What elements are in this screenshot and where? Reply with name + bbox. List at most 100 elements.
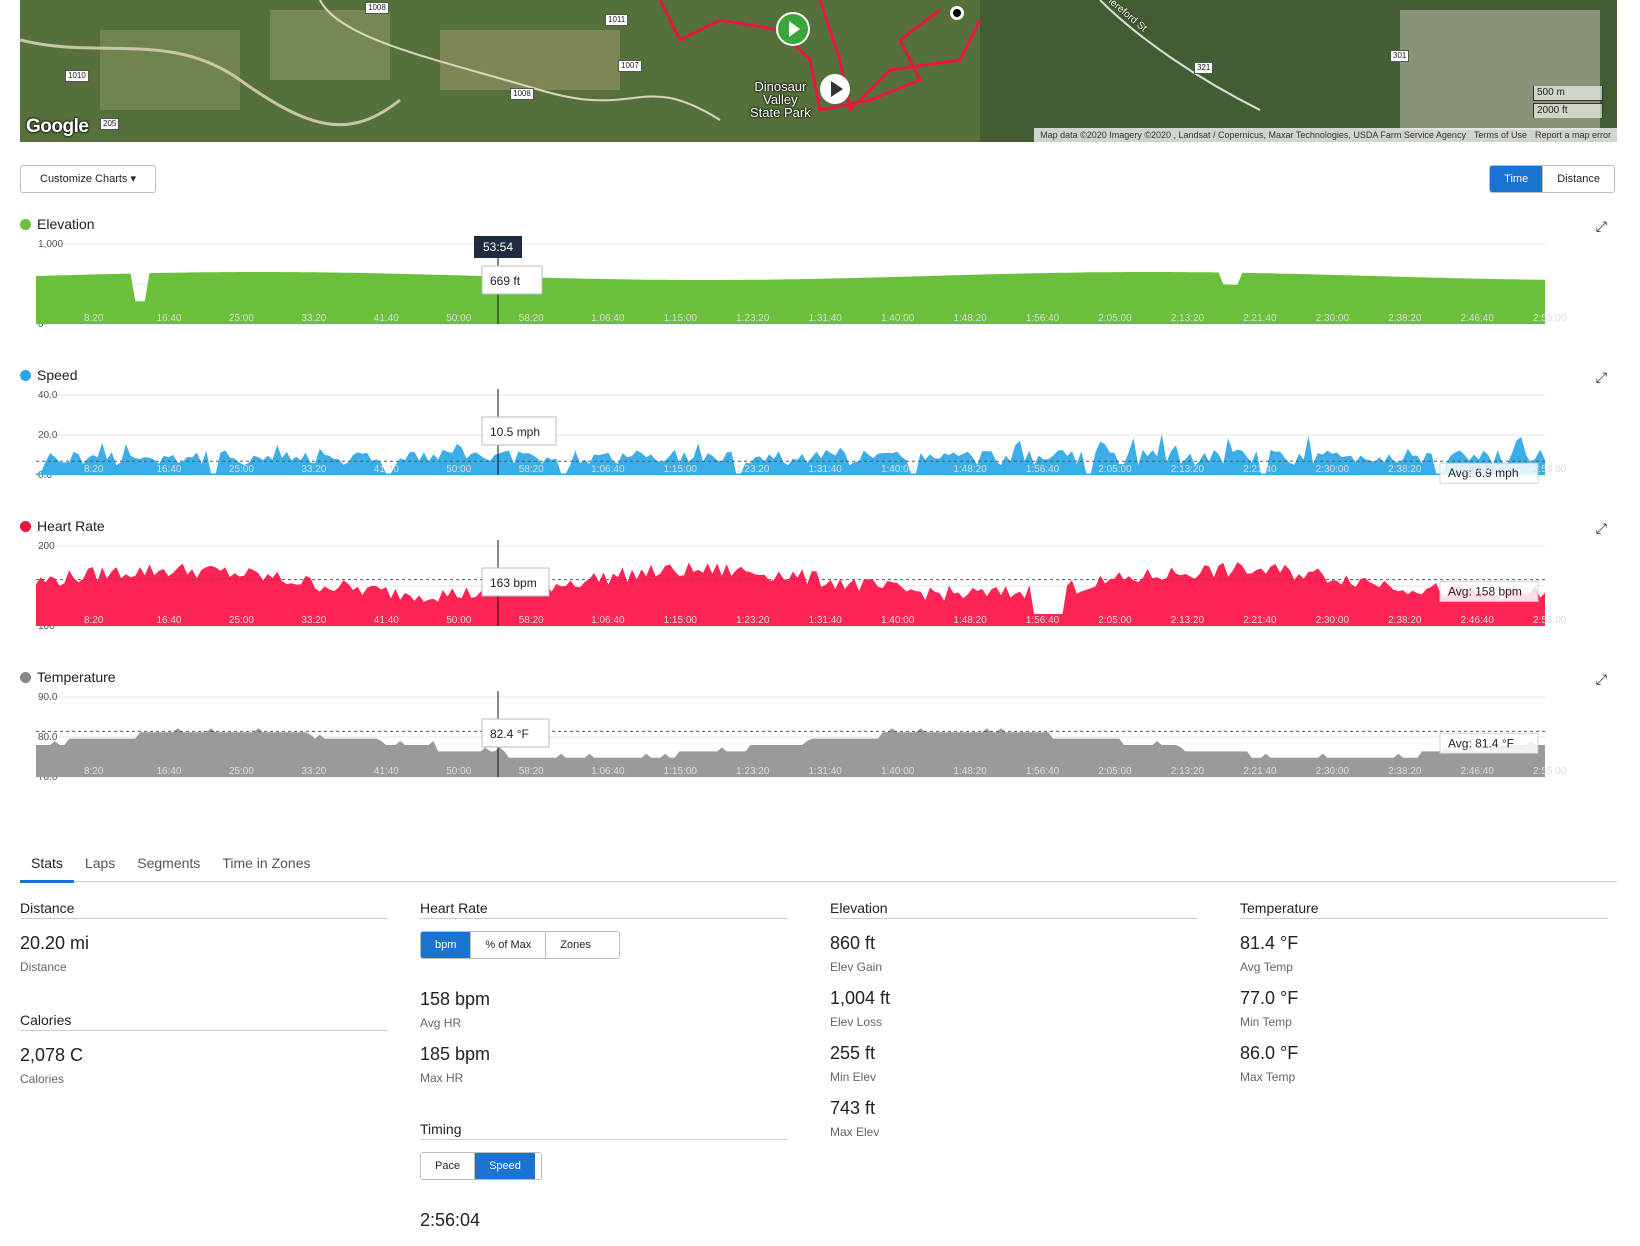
x-tick-label: 25:00 xyxy=(229,615,254,626)
tab-time-in-zones[interactable]: Time in Zones xyxy=(222,855,311,871)
map-scale: 500 m 2000 ft xyxy=(1533,86,1603,118)
x-tick-label: 1:40:00 xyxy=(881,313,915,324)
terms-link[interactable]: Terms of Use xyxy=(1473,130,1527,140)
y-tick-label: 100 xyxy=(38,621,55,632)
x-tick-label: 1:48:20 xyxy=(953,313,987,324)
series-area xyxy=(36,433,1545,475)
svg-text:10.5 mph: 10.5 mph xyxy=(490,425,540,439)
time-toggle-button[interactable]: Time xyxy=(1490,166,1543,192)
stat-value: 81.4 °F xyxy=(1240,933,1299,953)
x-tick-label: 2:55:00 xyxy=(1533,766,1567,777)
x-tick-label: 1:40:00 xyxy=(881,615,915,626)
stat-label: Elev Gain xyxy=(830,960,883,974)
x-tick-label: 2:21:40 xyxy=(1243,313,1277,324)
stat-value: 860 ft xyxy=(830,933,876,953)
percent-max-toggle-button[interactable]: % of Max xyxy=(470,932,546,958)
speed-toggle-button[interactable]: Speed xyxy=(474,1153,535,1179)
x-tick-label: 1:56:40 xyxy=(1026,313,1060,324)
x-tick-label: 2:30:00 xyxy=(1316,615,1350,626)
x-tick-label: 33:20 xyxy=(301,464,326,475)
x-tick-label: 2:05:00 xyxy=(1098,615,1132,626)
elevation-column: Elevation 860 ft Elev Gain 1,004 ft Elev L… xyxy=(830,900,1198,1139)
x-tick-label: 2:38:20 xyxy=(1388,313,1422,324)
x-tick-label: 33:20 xyxy=(301,615,326,626)
avg-label: Avg: 158 bpm xyxy=(1439,581,1539,603)
expand-icon[interactable]: ⤢ xyxy=(1595,520,1607,536)
expand-icon[interactable]: ⤢ xyxy=(1595,218,1607,234)
x-tick-label: 1:23:20 xyxy=(736,464,770,475)
pace-toggle-button[interactable]: Pace xyxy=(421,1153,475,1179)
park-label: Dinosaur Valley State Park xyxy=(750,79,811,120)
stat-label: Max Temp xyxy=(1240,1070,1296,1084)
x-tick-label: 16:40 xyxy=(156,313,181,324)
x-tick-label: 16:40 xyxy=(156,615,181,626)
elevation-chart[interactable]: Elevation ⤢ 1,00050008:2016:4025:0033:20… xyxy=(20,216,1617,346)
x-tick-label: 1:15:00 xyxy=(664,464,698,475)
x-tick-label: 1:31:40 xyxy=(809,464,843,475)
y-tick-label: 0.0 xyxy=(38,470,52,481)
x-tick-label: 1:15:00 xyxy=(664,766,698,777)
x-tick-label: 58:20 xyxy=(519,766,544,777)
x-tick-label: 1:40:00 xyxy=(881,464,915,475)
road-label: 301 xyxy=(1390,50,1410,62)
road-label: 1008 xyxy=(365,2,389,14)
zones-toggle-button[interactable]: Zones xyxy=(545,932,605,958)
x-tick-label: 2:21:40 xyxy=(1243,766,1277,777)
x-tick-label: 1:23:20 xyxy=(736,313,770,324)
avg-label: Avg: 6.9 mph xyxy=(1439,462,1539,484)
stat-label: Max HR xyxy=(420,1071,464,1085)
cursor-value-tooltip: 669 ft xyxy=(481,265,543,295)
x-tick-label: 2:38:20 xyxy=(1388,766,1422,777)
x-tick-label: 8:20 xyxy=(84,313,104,324)
stat-label: Min Temp xyxy=(1240,1015,1292,1029)
distance-toggle-button[interactable]: Distance xyxy=(1542,166,1614,192)
road-label: 205 xyxy=(100,118,120,130)
x-tick-label: 1:15:00 xyxy=(664,615,698,626)
start-marker-icon[interactable] xyxy=(776,12,810,46)
series-dot-icon xyxy=(20,520,31,532)
stat-value: 2:56:04 xyxy=(420,1210,481,1230)
x-tick-label: 8:20 xyxy=(84,615,104,626)
x-tick-label: 2:46:40 xyxy=(1461,766,1495,777)
chart-title: Heart Rate xyxy=(20,518,105,534)
x-tick-label: 2:38:20 xyxy=(1388,464,1422,475)
svg-text:Avg: 81.4 °F: Avg: 81.4 °F xyxy=(1448,736,1514,750)
heart-rate-chart[interactable]: Heart Rate ⤢ 200150100Avg: 158 bpm8:2016… xyxy=(20,518,1617,648)
chart-title: Temperature xyxy=(20,669,116,685)
temperature-chart[interactable]: Temperature ⤢ 90.0 80.0 70.0 Avg: 81.4 °F 8:… xyxy=(20,669,1617,799)
y-tick-label: 0 xyxy=(38,319,44,330)
svg-text:82.4 °F: 82.4 °F xyxy=(490,727,529,741)
series-dot-icon xyxy=(20,218,31,230)
x-tick-label: 1:31:40 xyxy=(809,313,843,324)
activity-map[interactable]: 1008 1011 1010 1007 1008 205 321 301 Her… xyxy=(20,0,1617,142)
series-dot-icon xyxy=(20,671,31,683)
tab-stats[interactable]: Stats xyxy=(20,849,74,883)
play-button-icon[interactable] xyxy=(820,74,850,104)
stat-value: 2,078 C xyxy=(20,1045,84,1065)
x-tick-label: 2:30:00 xyxy=(1316,313,1350,324)
x-tick-label: 50:00 xyxy=(446,313,471,324)
x-tick-label: 2:55:00 xyxy=(1533,615,1567,626)
x-tick-label: 2:46:40 xyxy=(1461,615,1495,626)
x-tick-label: 58:20 xyxy=(519,313,544,324)
speed-chart[interactable]: Speed ⤢ 40.0 20.0 0.0 Avg: 6.9 mph 8:20 16:40… xyxy=(20,367,1617,497)
stat-label: Min Elev xyxy=(830,1070,877,1084)
report-error-link[interactable]: Report a map error xyxy=(1534,130,1611,140)
customize-charts-button[interactable]: Customize Charts ▾ xyxy=(20,165,156,193)
end-marker-icon[interactable] xyxy=(950,6,964,20)
x-tick-label: 1:48:20 xyxy=(953,464,987,475)
cursor-value-tooltip: 10.5 mph xyxy=(481,416,557,446)
svg-text:Avg: 6.9 mph: Avg: 6.9 mph xyxy=(1448,466,1519,480)
expand-icon[interactable]: ⤢ xyxy=(1595,671,1607,687)
heart-rate-column: Heart Rate bpm % of Max Zones 158 bpm Avg… xyxy=(420,900,788,1231)
bpm-toggle-button[interactable]: bpm xyxy=(421,932,471,958)
x-tick-label: 2:46:40 xyxy=(1461,313,1495,324)
tab-laps[interactable]: Laps xyxy=(84,855,116,871)
tab-segments[interactable]: Segments xyxy=(137,855,201,871)
chart-title: Elevation xyxy=(20,216,95,232)
x-tick-label: 1:31:40 xyxy=(809,615,843,626)
x-tick-label: 2:13:20 xyxy=(1171,464,1205,475)
x-tick-label: 1:06:40 xyxy=(591,464,625,475)
stat-label: Elev Loss xyxy=(830,1015,883,1029)
expand-icon[interactable]: ⤢ xyxy=(1595,369,1607,385)
